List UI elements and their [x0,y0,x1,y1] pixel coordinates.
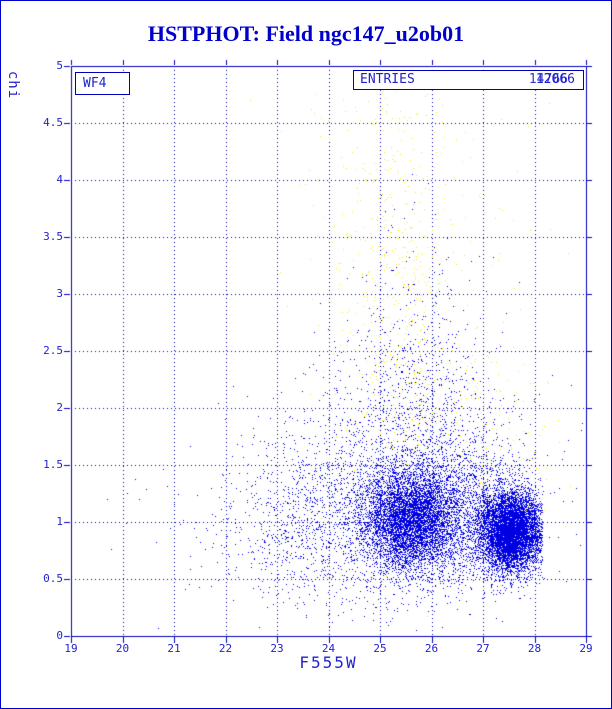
y-tick-label: 4.5 [43,116,63,129]
x-tick-label: 22 [218,642,233,655]
x-tick-label: 23 [270,642,284,655]
y-tick-label: 1.5 [43,458,63,471]
entries-label: ENTRIES [360,72,415,87]
x-tick-label: 21 [167,642,181,655]
page-title: HSTPHOT: Field ngc147_u2ob01 [147,21,465,46]
y-axis-label: chi [5,70,22,100]
y-tick-label: 5 [56,59,63,72]
x-tick-label: 29 [579,642,593,655]
y-tick-label: 0.5 [43,572,63,585]
x-tick-label: 25 [373,642,387,655]
y-tick-label: 3 [56,287,63,300]
x-axis-label: F555W [299,653,358,672]
x-tick-label: 20 [115,642,130,655]
y-tick-label: 4 [56,173,63,186]
x-tick-label: 28 [527,642,542,655]
y-tick-label: 2.5 [43,344,63,357]
entries-stats-box: ENTRIES 14766 12066 [353,70,584,90]
entries-value-underprint: 14766 [528,72,568,87]
detector-label-box: WF4 [75,72,130,95]
y-tick-label: 3.5 [43,230,63,243]
x-tick-label: 19 [64,642,78,655]
x-tick-label: 27 [476,642,490,655]
entries-value: 12066 [535,72,575,87]
y-tick-label: 2 [56,401,63,414]
y-tick-label: 1 [56,515,63,528]
detector-label: WF4 [83,76,107,91]
x-tick-label: 24 [321,642,336,655]
y-tick-label: 0 [56,629,63,642]
x-tick-label: 26 [424,642,439,655]
